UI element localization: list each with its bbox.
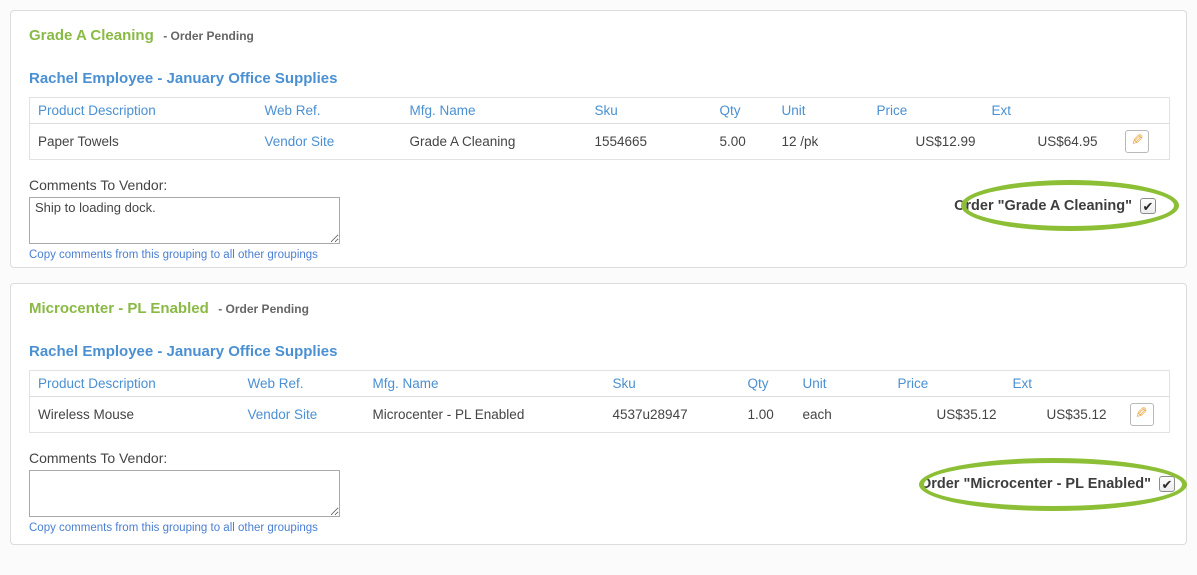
copy-comments-link[interactable]: Copy comments from this grouping to all … (29, 249, 318, 261)
col-product-description: Product Description (38, 375, 156, 391)
cell-price: US$12.99 (868, 123, 984, 160)
checkmark-icon: ✔ (1161, 476, 1173, 492)
table-row: Paper Towels Vendor Site Grade A Cleanin… (29, 123, 1170, 160)
cell-unit: each (794, 396, 890, 433)
cell-sku: 4537u28947 (604, 396, 740, 433)
comments-to-vendor-label: Comments To Vendor: (29, 177, 168, 193)
col-edit (1106, 98, 1170, 124)
order-status: - Order Pending (163, 29, 254, 43)
vendor-site-link[interactable]: Vendor Site (264, 134, 335, 149)
copy-comments-link[interactable]: Copy comments from this grouping to all … (29, 522, 318, 534)
group-title: Microcenter - PL Enabled - Order Pending (29, 300, 1168, 318)
vendor-site-link[interactable]: Vendor Site (247, 407, 318, 422)
checkmark-icon: ✔ (1142, 198, 1154, 214)
cell-price: US$35.12 (889, 396, 1005, 433)
group-title: Grade A Cleaning - Order Pending (29, 27, 1168, 45)
items-table: Product Description Web Ref. Mfg. Name S… (29, 97, 1170, 160)
cell-sku: 1554665 (586, 123, 712, 160)
col-qty: Qty (747, 375, 769, 391)
cell-qty: 5.00 (711, 123, 774, 160)
col-mfg-name: Mfg. Name (409, 102, 476, 118)
cell-mfg-name: Grade A Cleaning (401, 123, 587, 160)
comments-to-vendor-textarea[interactable]: Ship to loading dock. (29, 197, 340, 244)
cell-product-description: Wireless Mouse (29, 396, 240, 433)
cell-ext: US$35.12 (1004, 396, 1115, 433)
order-checkbox-row[interactable]: Order "Grade A Cleaning" ✔ (954, 198, 1156, 214)
col-product-description: Product Description (38, 102, 156, 118)
col-sku: Sku (612, 375, 636, 391)
vendor-group-card-grade-a-cleaning: Grade A Cleaning - Order Pending Rachel … (10, 10, 1187, 268)
vendor-name: Microcenter - PL Enabled (29, 300, 209, 317)
table-header-row: Product Description Web Ref. Mfg. Name S… (30, 371, 1170, 397)
cell-product-description: Paper Towels (29, 123, 257, 160)
table-row: Wireless Mouse Vendor Site Microcenter -… (29, 396, 1170, 433)
order-checkbox[interactable]: ✔ (1159, 476, 1175, 492)
col-ext: Ext (1012, 375, 1033, 391)
col-price: Price (897, 375, 929, 391)
edit-pencil-icon: ✎ (1135, 405, 1149, 422)
items-table: Product Description Web Ref. Mfg. Name S… (29, 370, 1170, 433)
col-web-ref: Web Ref. (264, 102, 321, 118)
cell-ext: US$64.95 (983, 123, 1106, 160)
col-qty: Qty (719, 102, 741, 118)
col-price: Price (876, 102, 908, 118)
cell-unit: 12 /pk (773, 123, 869, 160)
order-status: - Order Pending (218, 302, 309, 316)
order-checkbox-row[interactable]: Order "Microcenter - PL Enabled" ✔ (920, 476, 1175, 492)
requisition-title: Rachel Employee - January Office Supplie… (29, 70, 338, 87)
cell-qty: 1.00 (739, 396, 795, 433)
order-checkbox[interactable]: ✔ (1140, 198, 1156, 214)
vendor-group-card-microcenter: Microcenter - PL Enabled - Order Pending… (10, 283, 1187, 545)
col-edit (1115, 371, 1170, 397)
edit-item-button[interactable]: ✎ (1129, 403, 1154, 426)
edit-pencil-icon: ✎ (1130, 132, 1144, 149)
edit-item-button[interactable]: ✎ (1125, 130, 1150, 153)
comments-to-vendor-label: Comments To Vendor: (29, 450, 168, 466)
vendor-name: Grade A Cleaning (29, 27, 154, 44)
comments-to-vendor-textarea[interactable] (29, 470, 340, 517)
col-ext: Ext (991, 102, 1012, 118)
col-mfg-name: Mfg. Name (372, 375, 439, 391)
col-unit: Unit (781, 102, 806, 118)
col-unit: Unit (802, 375, 827, 391)
order-checkbox-label: Order "Microcenter - PL Enabled" (919, 476, 1151, 492)
cell-mfg-name: Microcenter - PL Enabled (364, 396, 605, 433)
col-sku: Sku (594, 102, 618, 118)
order-checkbox-label: Order "Grade A Cleaning" (954, 198, 1132, 214)
table-header-row: Product Description Web Ref. Mfg. Name S… (30, 98, 1170, 124)
requisition-title: Rachel Employee - January Office Supplie… (29, 343, 338, 360)
col-web-ref: Web Ref. (247, 375, 304, 391)
